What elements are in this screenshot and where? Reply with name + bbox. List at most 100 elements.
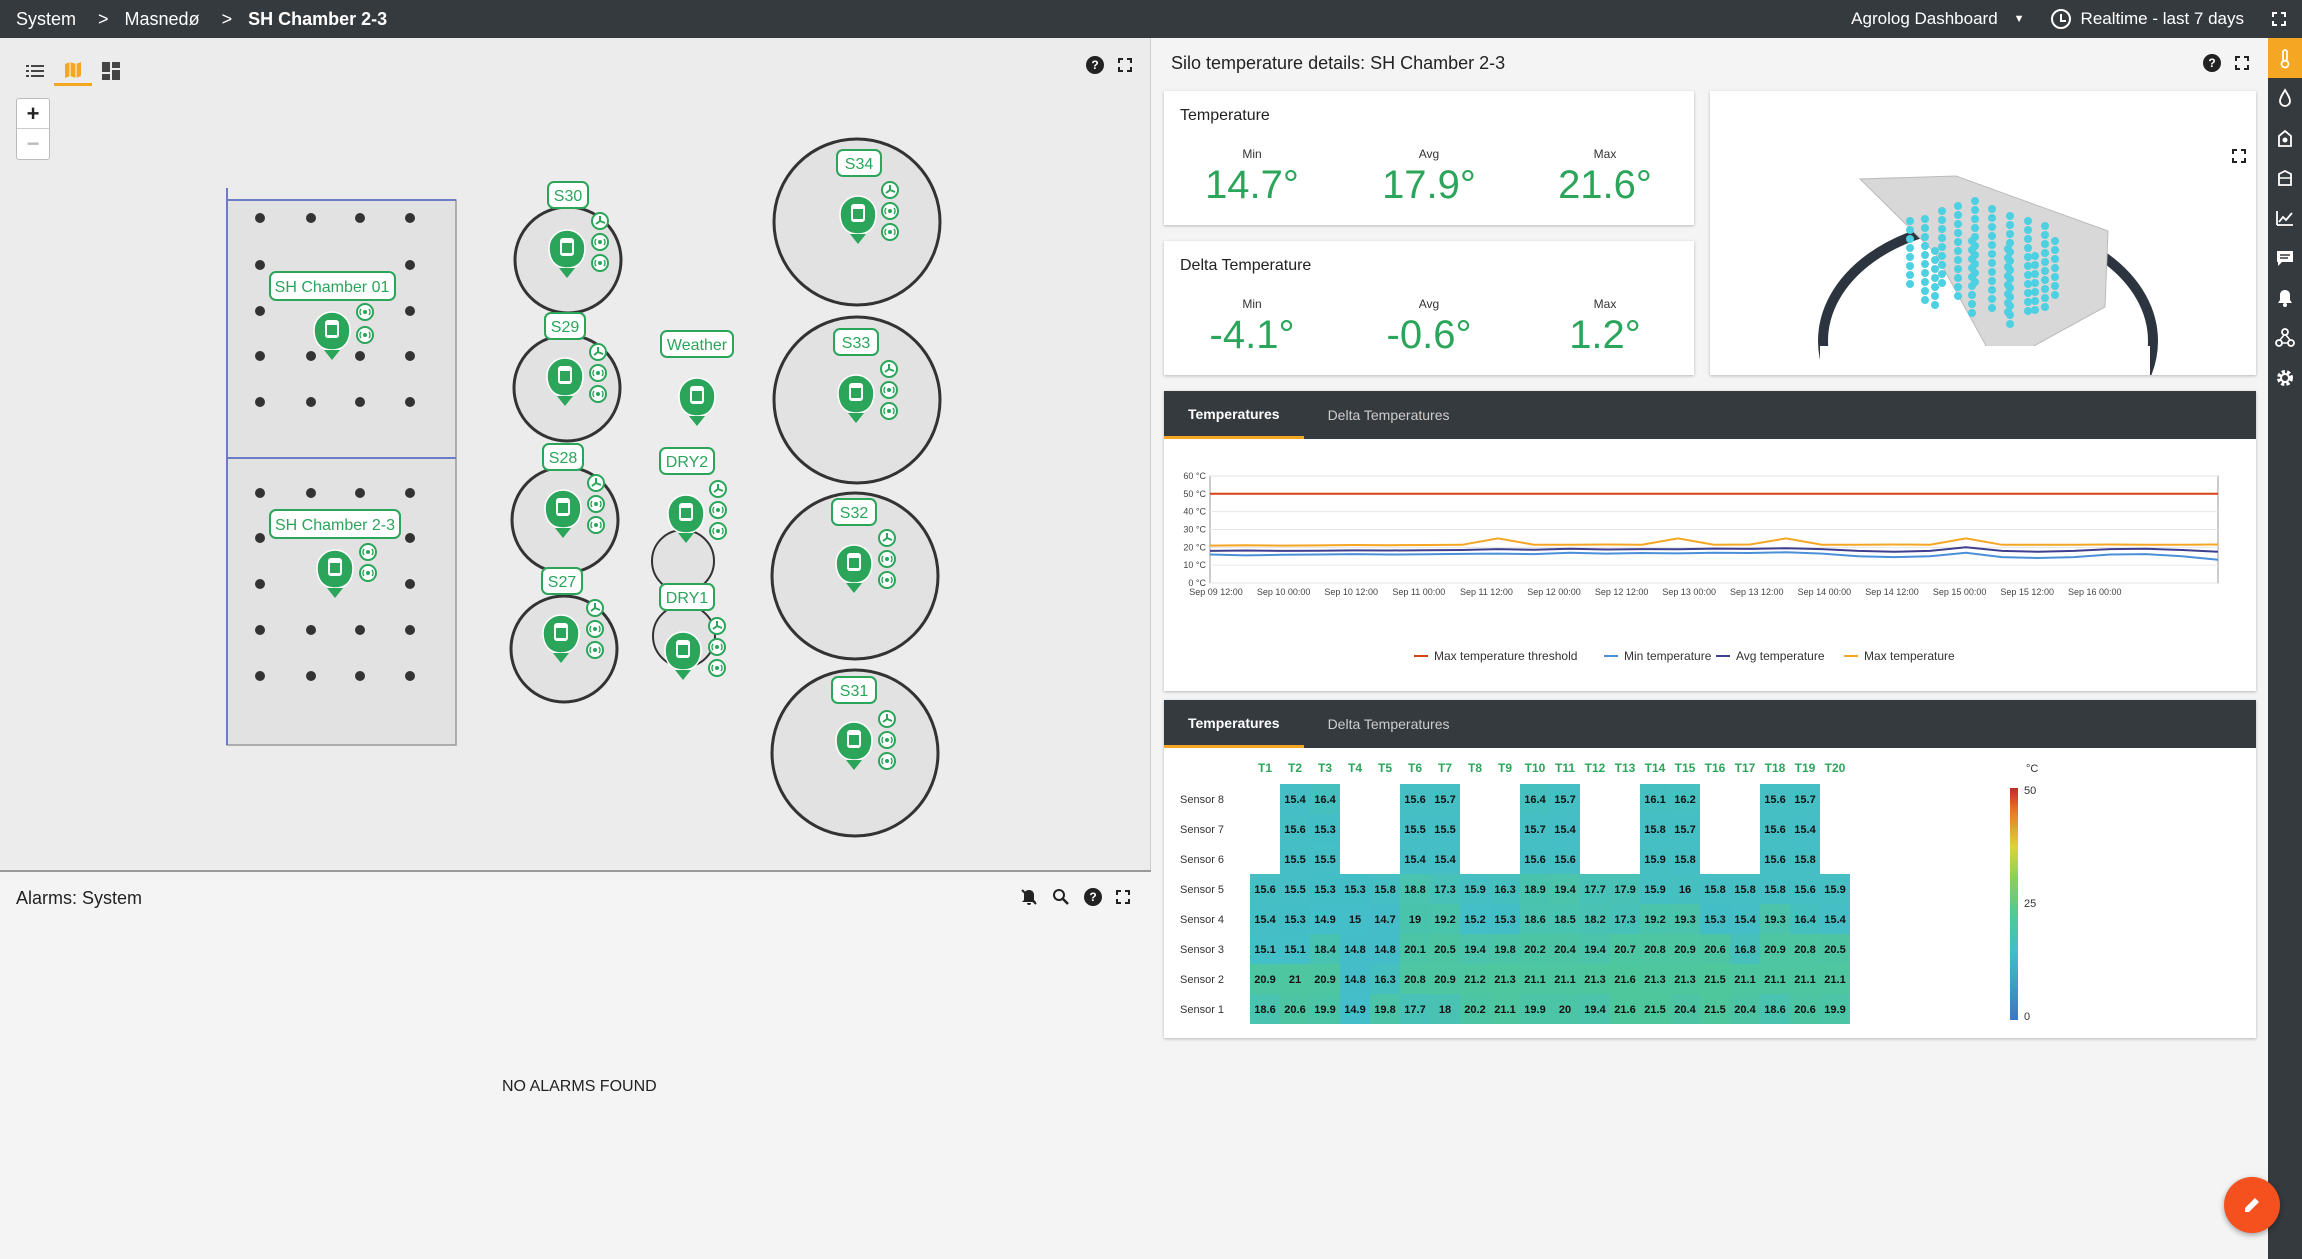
heatmap-cell-value: 21.1 — [1524, 974, 1545, 986]
clock-icon — [2050, 9, 2071, 29]
tab-temperatures[interactable]: Temperatures — [1164, 700, 1304, 748]
zoom-in-button[interactable]: + — [17, 99, 49, 129]
silo-s29[interactable]: S29 — [512, 312, 622, 443]
tab-temperatures[interactable]: Temperatures — [1164, 391, 1304, 439]
heatmap-cell — [1640, 874, 1670, 904]
sh-chamber-2-3-marker[interactable]: SH Chamber 2-3 — [269, 509, 401, 599]
y-tick-label: 20 °C — [1183, 542, 1206, 552]
silo-s27[interactable]: S27 — [509, 567, 619, 704]
edit-button[interactable] — [2224, 1177, 2280, 1233]
x-tick-label: Sep 15 00:00 — [1933, 587, 1987, 597]
fullscreen-icon[interactable] — [2271, 11, 2287, 27]
sensor-point — [2051, 291, 2059, 299]
expand-icon[interactable] — [2234, 55, 2250, 71]
heatmap-cell — [1520, 904, 1550, 934]
row-label: Sensor 2 — [1180, 974, 1224, 986]
x-tick-label: Sep 12 00:00 — [1527, 587, 1581, 597]
expand-icon[interactable] — [1117, 57, 1133, 73]
sensor-point — [1931, 292, 1939, 300]
heatmap-cell — [1340, 964, 1370, 994]
heatmap-cell — [1550, 904, 1580, 934]
sensor-point — [1968, 291, 1976, 299]
heatmap-cell — [1310, 934, 1340, 964]
help-icon[interactable]: ? — [1086, 56, 1104, 74]
sidebar-item-settings[interactable] — [2268, 358, 2302, 398]
sensor-point — [1938, 270, 1946, 278]
search-icon[interactable] — [1052, 888, 1070, 906]
message-icon — [2277, 251, 2293, 266]
heatmap-cell-value: 16.4 — [1314, 794, 1336, 806]
alarms-panel: Alarms: System ? NO ALARMS FOUND — [0, 872, 1151, 1259]
silo-s31[interactable]: S31 — [770, 668, 940, 838]
sh-chamber-01-marker[interactable]: SH Chamber 01 — [269, 271, 396, 361]
sidebar-item-temperature[interactable] — [2268, 38, 2302, 78]
list-view-icon[interactable] — [16, 56, 54, 86]
sidebar-item-messages[interactable] — [2268, 238, 2302, 278]
row-label: Sensor 8 — [1180, 794, 1224, 806]
help-icon[interactable]: ? — [1084, 888, 1102, 906]
heatmap-cell — [1760, 994, 1790, 1024]
panel-divider[interactable] — [0, 870, 1151, 872]
sidebar-item-network[interactable] — [2268, 318, 2302, 358]
heatmap-cell — [1610, 934, 1640, 964]
heatmap-cell-value: 15.3 — [1344, 884, 1365, 896]
zoom-out-button[interactable]: − — [26, 131, 40, 156]
heatmap-cell-value: 20.5 — [1824, 944, 1845, 956]
weather-station[interactable]: Weather — [660, 330, 734, 427]
sidebar-item-charts[interactable] — [2268, 198, 2302, 238]
silo-3d-view[interactable] — [1710, 91, 2256, 375]
silo-s30[interactable]: S30 — [513, 181, 623, 315]
expand-icon[interactable] — [1115, 889, 1131, 905]
heatmap-cell-value: 20.4 — [1674, 1004, 1696, 1016]
dry2-label: DRY2 — [666, 454, 708, 471]
no-alarms-message: NO ALARMS FOUND — [502, 1078, 657, 1095]
sensor-point — [1906, 217, 1914, 225]
zoom-control: + − — [16, 98, 50, 160]
x-tick-label: Sep 14 00:00 — [1798, 587, 1852, 597]
heatmap-cell — [1400, 964, 1430, 994]
dashboard-select[interactable]: Agrolog Dashboard ▼ — [1851, 9, 2024, 29]
heatmap-cell — [1640, 904, 1670, 934]
dryer-dry2[interactable]: DRY2 — [651, 447, 727, 593]
mute-bell-icon[interactable] — [1020, 888, 1038, 906]
heatmap-cell — [1280, 994, 1310, 1024]
sidebar-item-moisture[interactable] — [2268, 78, 2302, 118]
sidebar-item-storage[interactable] — [2268, 158, 2302, 198]
sidebar-item-silo[interactable] — [2268, 118, 2302, 158]
avg-value: -0.6° — [1386, 313, 1472, 357]
heatmap-cell — [1430, 814, 1460, 844]
x-tick-label: Sep 16 00:00 — [2068, 587, 2122, 597]
heatmap-cell — [1460, 964, 1490, 994]
sensor-point — [2024, 271, 2032, 279]
heatmap-cell-value: 15.8 — [1674, 854, 1695, 866]
silo-s34-label: S34 — [845, 156, 874, 173]
delta-temperature-card: Delta Temperature Min -4.1° Avg -0.6° Max 1… — [1164, 241, 1694, 375]
heatmap-cell — [1670, 934, 1700, 964]
silo-s28[interactable]: S28 — [510, 443, 620, 575]
help-icon[interactable]: ? — [2203, 54, 2221, 72]
silo-s33[interactable]: S33 — [772, 315, 942, 485]
sidebar-item-alarms[interactable] — [2268, 278, 2302, 318]
heatmap-cell — [1820, 964, 1850, 994]
time-range-button[interactable]: Realtime - last 7 days — [2050, 9, 2244, 29]
heatmap-cell-value: 15.8 — [1644, 824, 1665, 836]
legend-label: Max temperature — [1864, 649, 1955, 663]
heatmap-cell — [1820, 994, 1850, 1024]
heatmap-cell-value: 19.9 — [1824, 1004, 1845, 1016]
expand-icon[interactable] — [2231, 148, 2247, 164]
temperature-max: Max 21.6° — [1517, 147, 1693, 208]
heatmap-cell-value: 15.5 — [1284, 884, 1305, 896]
tab-delta-temperatures[interactable]: Delta Temperatures — [1327, 716, 1450, 732]
dryer-dry1[interactable]: DRY1 — [652, 583, 726, 681]
grid-view-icon[interactable] — [92, 56, 130, 86]
heatmap-cell — [1370, 994, 1400, 1024]
heatmap-cell-value: 21.6 — [1614, 1004, 1635, 1016]
breadcrumb-system[interactable]: System — [16, 8, 77, 29]
breadcrumb-masnedo[interactable]: Masnedø — [124, 8, 200, 29]
map-view-icon[interactable] — [54, 56, 92, 86]
heatmap-cell — [1310, 994, 1340, 1024]
silo-s34[interactable]: S34 — [772, 137, 942, 307]
tab-delta-temperatures[interactable]: Delta Temperatures — [1327, 407, 1450, 423]
silo-s32[interactable]: S32 — [770, 491, 940, 661]
heatmap-cell-value: 21.6 — [1614, 974, 1635, 986]
